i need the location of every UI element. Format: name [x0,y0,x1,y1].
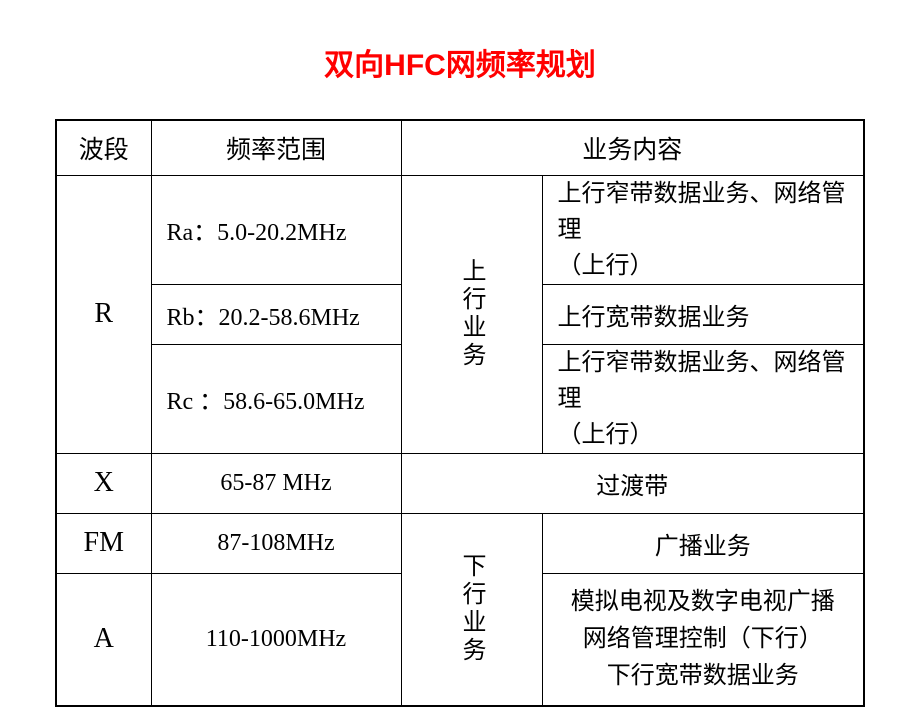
cell-fm-band: FM [56,513,151,573]
text: （上行） [558,253,654,279]
header-freq: 频率范围 [151,120,401,175]
cell-a-band: A [56,573,151,706]
cell-a-freq: 110-1000MHz [151,573,401,706]
text: 模拟电视及数字电视广播 [571,589,835,615]
cell-fm-content: 广播业务 [542,513,864,573]
cell-ra-freq: Ra：5.0-20.2MHz [151,175,401,284]
text: 下行宽带数据业务 [607,663,799,689]
header-band: 波段 [56,120,151,175]
row-ra: R Ra：5.0-20.2MHz 上行业务 上行窄带数据业务、网络管理 （上行） [56,175,864,284]
cell-a-content: 模拟电视及数字电视广播 网络管理控制（下行） 下行宽带数据业务 [542,573,864,706]
cell-rb-content: 上行宽带数据业务 [542,284,864,344]
text: 上行窄带数据业务、网络管理 [558,350,846,412]
cell-down-service: 下行业务 [401,513,542,706]
cell-r-band: R [56,175,151,453]
cell-rb-freq: Rb：20.2-58.6MHz [151,284,401,344]
text: 网络管理控制（下行） [583,626,823,652]
text: 上行窄带数据业务、网络管理 [558,181,846,243]
cell-rc-content: 上行窄带数据业务、网络管理 （上行） [542,344,864,453]
cell-rc-freq: Rc ：58.6-65.0MHz [151,344,401,453]
cell-up-service: 上行业务 [401,175,542,453]
header-content: 业务内容 [401,120,864,175]
cell-fm-freq: 87-108MHz [151,513,401,573]
cell-x-content: 过渡带 [401,453,864,513]
row-x: X 65-87 MHz 过渡带 [56,453,864,513]
header-row: 波段 频率范围 业务内容 [56,120,864,175]
frequency-table: 波段 频率范围 业务内容 R Ra：5.0-20.2MHz 上行业务 上行窄带数… [55,119,865,707]
page-title: 双向HFC网频率规划 [55,40,865,84]
cell-x-band: X [56,453,151,513]
cell-x-freq: 65-87 MHz [151,453,401,513]
text: （上行） [558,422,654,448]
row-fm: FM 87-108MHz 下行业务 广播业务 [56,513,864,573]
cell-ra-content: 上行窄带数据业务、网络管理 （上行） [542,175,864,284]
